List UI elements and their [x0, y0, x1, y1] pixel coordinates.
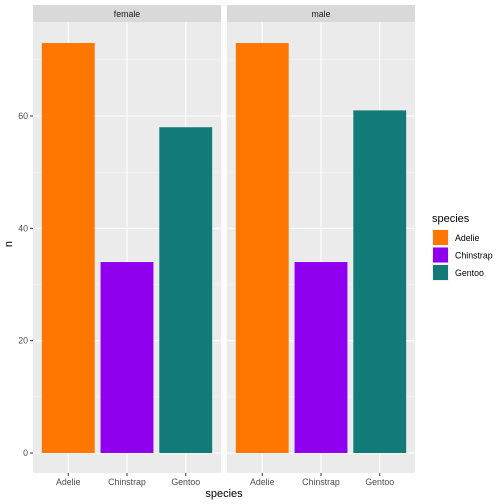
y-tick-label: 60 [18, 111, 28, 121]
x-tick-label: Adelie [250, 477, 275, 487]
legend-key-gentoo [433, 265, 448, 280]
bar-gentoo [159, 127, 213, 453]
y-tick-label: 40 [18, 223, 28, 233]
facet-panel-male: male Adelie Chinstrap Gentoo [227, 5, 415, 487]
x-tick-label: Chinstrap [108, 477, 146, 487]
bar-chinstrap [100, 262, 154, 453]
facet-strip [227, 5, 415, 22]
legend-label: Chinstrap [455, 251, 493, 261]
x-tick-label: Adelie [56, 477, 81, 487]
legend-title: species [432, 213, 470, 225]
legend-label: Adelie [455, 233, 480, 243]
facet-strip-label: male [311, 9, 330, 19]
x-tick-label: Gentoo [365, 477, 394, 487]
bar-chinstrap [294, 262, 348, 453]
bar-adelie [235, 42, 289, 453]
y-axis-title: n [3, 241, 15, 247]
legend-key-adelie [433, 230, 448, 245]
panels: female Adelie Chinstrap Gentoo male Adelie Chi… [33, 5, 415, 487]
legend-key-chinstrap [433, 247, 448, 263]
y-axis: 0 20 40 60 [18, 111, 33, 458]
legend-label: Gentoo [455, 268, 484, 278]
legend: species Adelie Chinstrap Gentoo [432, 213, 493, 281]
facet-panel-female: female Adelie Chinstrap Gentoo [33, 5, 221, 487]
facet-strip [33, 5, 221, 22]
x-axis-title: species [205, 488, 243, 500]
x-tick-label: Gentoo [171, 477, 200, 487]
y-tick-label: 20 [18, 336, 28, 346]
bar-gentoo [353, 110, 407, 453]
x-tick-label: Chinstrap [302, 477, 340, 487]
facet-strip-label: female [114, 9, 141, 19]
bar-adelie [41, 42, 95, 453]
y-tick-label: 0 [23, 448, 28, 458]
